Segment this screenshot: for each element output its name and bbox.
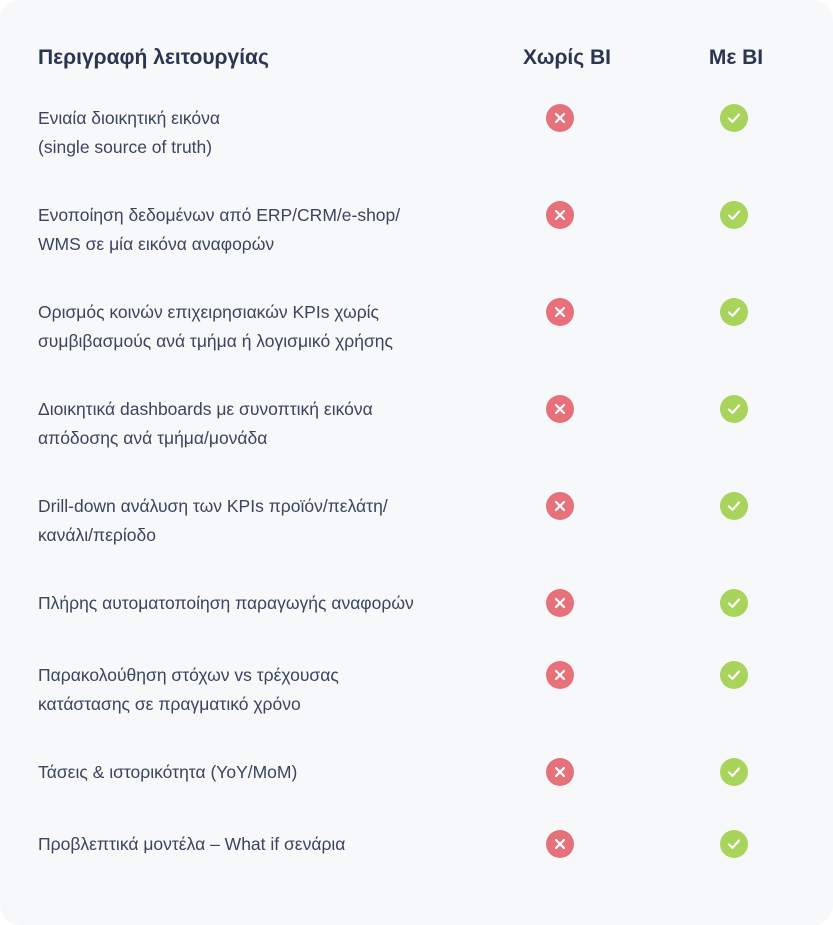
check-circle-icon: [720, 104, 748, 132]
x-circle-icon: [546, 492, 574, 520]
feature-description: Ενιαία διοικητική εικόνα (single source o…: [38, 104, 468, 162]
x-circle-icon: [546, 589, 574, 617]
x-circle-icon: [546, 758, 574, 786]
feature-description-line: Ορισμός κοινών επιχειρησιακών KPIs χωρίς: [38, 302, 379, 322]
feature-description: Διοικητικά dashboards με συνοπτική εικόν…: [38, 395, 468, 453]
feature-description: Ενοποίηση δεδομένων από ERP/CRM/e-shop/W…: [38, 201, 468, 259]
check-circle-icon: [720, 830, 748, 858]
feature-description-line: Τάσεις & ιστορικότητα (YoY/MoM): [38, 762, 298, 782]
feature-description-line: κανάλι/περίοδο: [38, 525, 156, 545]
table-header: Περιγραφή λειτουργίας Χωρίς BI Με BI: [0, 42, 833, 74]
check-circle-icon: [720, 589, 748, 617]
feature-description-line: WMS σε μία εικόνα αναφορών: [38, 234, 275, 254]
feature-description-line: Ενοποίηση δεδομένων από ERP/CRM/e-shop/: [38, 205, 401, 225]
feature-description-line: Πλήρης αυτοματοποίηση παραγωγής αναφορών: [38, 593, 414, 613]
x-circle-icon: [546, 298, 574, 326]
feature-description-line: απόδοσης ανά τμήμα/μονάδα: [38, 428, 268, 448]
feature-description: Τάσεις & ιστορικότητα (YoY/MoM): [38, 758, 468, 787]
feature-description: Παρακολούθηση στόχων vs τρέχουσας κατάστα…: [38, 661, 468, 719]
column-header-without-bi: Χωρίς BI: [522, 46, 612, 69]
check-circle-icon: [720, 201, 748, 229]
feature-description-line: Ενιαία διοικητική εικόνα: [38, 108, 220, 128]
feature-description: Drill-down ανάλυση των KPIs προϊόν/πελάτ…: [38, 492, 468, 550]
check-circle-icon: [720, 661, 748, 689]
check-circle-icon: [720, 298, 748, 326]
x-circle-icon: [546, 661, 574, 689]
x-circle-icon: [546, 201, 574, 229]
feature-description-line: συμβιβασμούς ανά τμήμα ή λογισμικό χρήση…: [38, 331, 393, 351]
feature-description: Πλήρης αυτοματοποίηση παραγωγής αναφορών: [38, 589, 468, 618]
x-circle-icon: [546, 395, 574, 423]
x-circle-icon: [546, 830, 574, 858]
check-circle-icon: [720, 395, 748, 423]
feature-description-line: (single source of truth): [38, 137, 213, 157]
feature-description-line: Προβλεπτικά μοντέλα – What if σενάρια: [38, 834, 346, 854]
x-circle-icon: [546, 104, 574, 132]
column-header-with-bi: Με BI: [708, 46, 764, 69]
feature-description-line: Παρακολούθηση στόχων vs τρέχουσας: [38, 665, 339, 685]
feature-description: Ορισμός κοινών επιχειρησιακών KPIs χωρίς…: [38, 298, 468, 356]
check-circle-icon: [720, 758, 748, 786]
feature-description-line: Διοικητικά dashboards με συνοπτική εικόν…: [38, 399, 373, 419]
check-circle-icon: [720, 492, 748, 520]
feature-description-line: Drill-down ανάλυση των KPIs προϊόν/πελάτ…: [38, 496, 388, 516]
feature-description-line: κατάστασης σε πραγματικό χρόνο: [38, 694, 301, 714]
feature-description: Προβλεπτικά μοντέλα – What if σενάρια: [38, 830, 468, 859]
column-header-description: Περιγραφή λειτουργίας: [38, 46, 269, 69]
